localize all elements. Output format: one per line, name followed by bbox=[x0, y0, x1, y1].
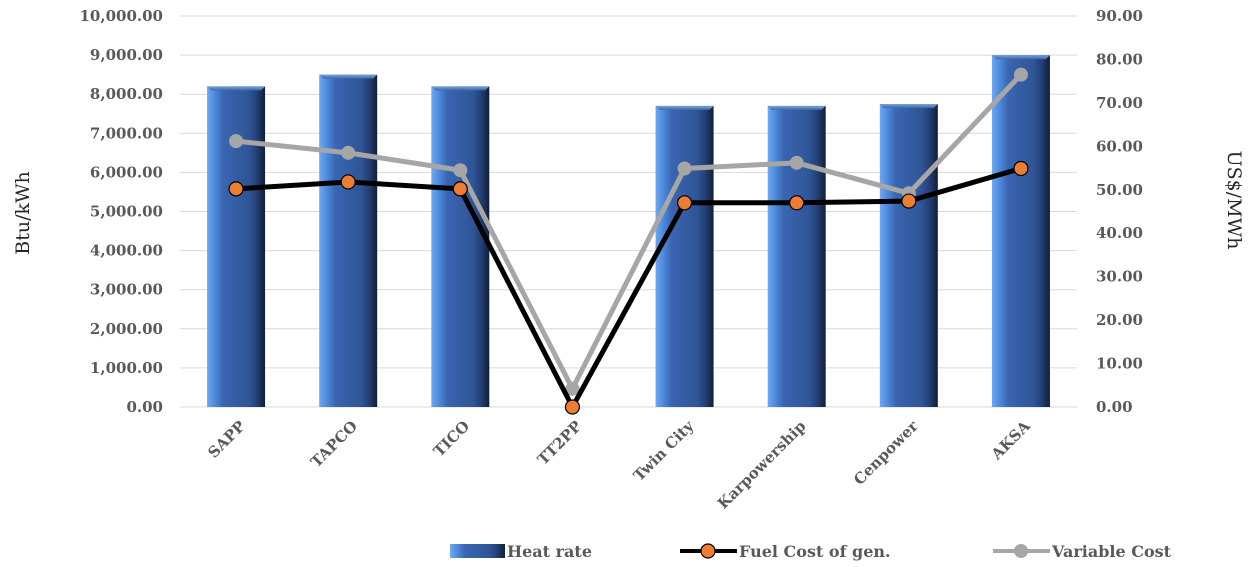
right-axis-tick-label: 70.00 bbox=[1096, 94, 1143, 112]
category-axis-labels: SAPP TAPCO TICO TT2PP Twin City Karpowership C… bbox=[204, 416, 1034, 512]
legend-item-fuel-cost: Fuel Cost of gen. bbox=[680, 542, 891, 561]
left-axis-tick-label: 6,000.00 bbox=[90, 163, 163, 181]
bar-bevel bbox=[431, 86, 490, 91]
bar-bevel bbox=[767, 105, 826, 110]
point-fuel-cost-of-gen bbox=[564, 399, 581, 415]
bar-bevel bbox=[655, 105, 714, 110]
bar-heat-rate bbox=[431, 86, 490, 407]
left-axis-tick-label: 1,000.00 bbox=[90, 359, 163, 377]
bar-heat-rate bbox=[991, 55, 1050, 407]
right-axis-tick-label: 30.00 bbox=[1096, 268, 1143, 286]
legend-swatch-heat-rate bbox=[450, 544, 505, 558]
point-variable-cost bbox=[1013, 67, 1028, 82]
right-axis-tick-label: 50.00 bbox=[1096, 181, 1143, 199]
right-axis-ticks: 0.00 10.00 20.00 30.00 40.00 50.00 60.00 70.00 8… bbox=[1096, 7, 1143, 416]
gridlines bbox=[180, 15, 1077, 408]
left-axis-tick-label: 2,000.00 bbox=[90, 320, 163, 338]
left-axis-title: Btu/kWh bbox=[12, 171, 34, 255]
legend-marker-fuel-cost bbox=[700, 543, 716, 559]
left-axis-tick-label: 7,000.00 bbox=[90, 124, 163, 142]
bar-heat-rate bbox=[767, 105, 826, 408]
bar-series-heat-rate bbox=[207, 55, 1050, 408]
line-series-layer bbox=[228, 67, 1029, 415]
point-fuel-cost-of-gen bbox=[228, 181, 244, 197]
legend-label-fuel-cost: Fuel Cost of gen. bbox=[739, 542, 891, 561]
point-variable-cost bbox=[341, 145, 356, 160]
left-axis-ticks: 0.00 1,000.00 2,000.00 3,000.00 4,000.00 5,00… bbox=[79, 7, 163, 416]
legend-marker-variable-cost bbox=[1014, 544, 1028, 558]
point-variable-cost bbox=[677, 161, 692, 176]
left-axis-tick-label: 10,000.00 bbox=[79, 7, 163, 25]
legend-label-heat-rate: Heat rate bbox=[507, 542, 592, 561]
left-axis-tick-label: 5,000.00 bbox=[90, 203, 163, 221]
category-label: Cenpower bbox=[850, 416, 922, 488]
point-fuel-cost-of-gen bbox=[340, 174, 356, 190]
point-fuel-cost-of-gen bbox=[1013, 160, 1029, 177]
right-axis-tick-label: 0.00 bbox=[1096, 398, 1133, 416]
category-label: TT2PP bbox=[534, 417, 585, 468]
bar-bevel bbox=[991, 55, 1050, 60]
right-axis-tick-label: 40.00 bbox=[1096, 224, 1143, 242]
legend-label-variable-cost: Variable Cost bbox=[1051, 542, 1172, 561]
point-variable-cost bbox=[453, 163, 468, 178]
point-variable-cost bbox=[229, 134, 244, 149]
bar-heat-rate bbox=[879, 103, 938, 407]
point-fuel-cost-of-gen bbox=[789, 195, 805, 211]
category-label: Karpowership bbox=[714, 417, 810, 513]
left-axis-tick-label: 8,000.00 bbox=[90, 85, 163, 103]
bar-heat-rate bbox=[655, 105, 714, 408]
bar-bevel bbox=[879, 103, 938, 108]
right-axis-tick-label: 90.00 bbox=[1096, 7, 1143, 25]
left-axis-tick-label: 4,000.00 bbox=[90, 242, 163, 260]
category-label: TICO bbox=[430, 417, 473, 460]
legend: Heat rate Fuel Cost of gen. Variable Cos… bbox=[450, 542, 1172, 561]
right-axis-title: US$/MWh bbox=[1223, 151, 1245, 250]
point-fuel-cost-of-gen bbox=[452, 181, 468, 197]
category-label: Twin City bbox=[630, 416, 698, 484]
left-axis-tick-label: 3,000.00 bbox=[90, 281, 163, 299]
legend-item-heat-rate: Heat rate bbox=[450, 542, 592, 561]
legend-item-variable-cost: Variable Cost bbox=[993, 542, 1172, 561]
bar-heat-rate bbox=[319, 74, 378, 408]
line-variable-cost bbox=[235, 72, 1023, 392]
right-axis-tick-label: 20.00 bbox=[1096, 311, 1143, 329]
left-axis-tick-label: 9,000.00 bbox=[90, 46, 163, 64]
point-fuel-cost-of-gen bbox=[676, 195, 693, 211]
bar-bevel bbox=[319, 74, 378, 79]
category-label: TAPCO bbox=[307, 417, 361, 471]
point-fuel-cost-of-gen bbox=[901, 193, 917, 209]
category-label: AKSA bbox=[987, 417, 1034, 464]
point-variable-cost bbox=[789, 155, 804, 170]
category-label: SAPP bbox=[204, 417, 249, 462]
line-fuel-cost-of-gen bbox=[235, 166, 1022, 410]
right-axis-tick-label: 80.00 bbox=[1096, 50, 1143, 68]
bar-bevel bbox=[207, 86, 266, 91]
right-axis-tick-label: 10.00 bbox=[1096, 355, 1143, 373]
point-variable-cost bbox=[565, 381, 580, 396]
right-axis-tick-label: 60.00 bbox=[1096, 137, 1143, 155]
left-axis-tick-label: 0.00 bbox=[126, 398, 163, 416]
